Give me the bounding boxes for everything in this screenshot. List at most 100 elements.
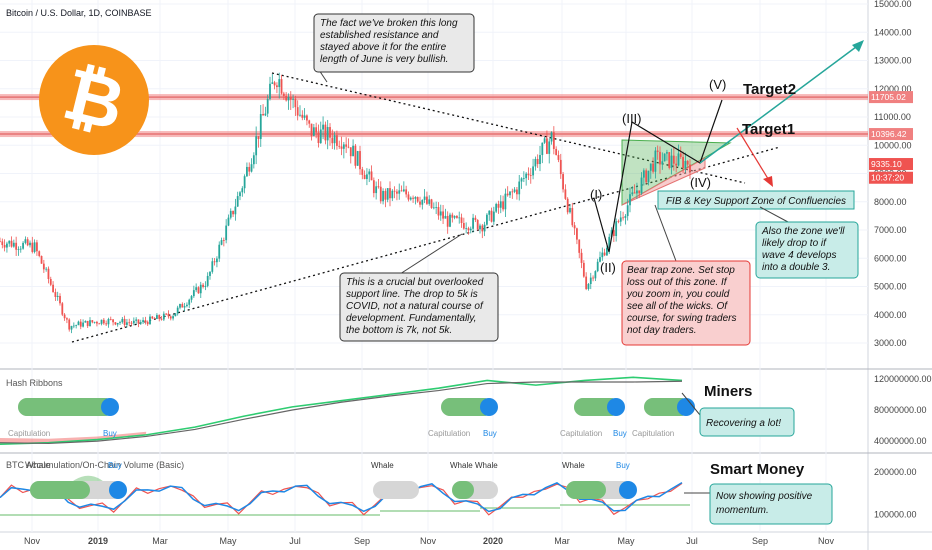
- candle-body: [349, 147, 352, 157]
- candle-body: [629, 194, 631, 206]
- candle-body: [435, 207, 438, 208]
- time-tick-label: 2020: [483, 536, 503, 546]
- candle-body: [22, 242, 24, 249]
- candle-body: [278, 79, 281, 88]
- candle-body: [495, 203, 498, 212]
- candle-body: [68, 319, 71, 330]
- acc-signal-whale-1: Whale: [371, 461, 394, 470]
- miners-label: Miners: [704, 383, 752, 400]
- price-tick-label: 13000.00: [874, 56, 912, 66]
- candle-body: [682, 156, 684, 169]
- candle-body: [453, 215, 456, 218]
- note-miners[interactable]: Recovering a lot!: [681, 392, 795, 437]
- candle-body: [167, 313, 170, 317]
- candle-body: [354, 145, 357, 166]
- candle-body: [402, 189, 405, 192]
- candle-body: [377, 186, 380, 188]
- candle-body: [135, 319, 138, 321]
- candle-body: [153, 318, 156, 320]
- candle-body: [209, 271, 211, 276]
- candle-body: [638, 190, 641, 194]
- candle-body: [359, 151, 361, 170]
- candle-body: [532, 166, 534, 176]
- candle-body: [329, 127, 331, 138]
- candle-body: [539, 155, 541, 165]
- candle-body: [26, 239, 29, 246]
- candle-body: [172, 316, 174, 319]
- candle-body: [96, 321, 98, 324]
- candle-body: [356, 151, 359, 166]
- candle-body: [66, 318, 68, 320]
- candle-body: [299, 114, 301, 116]
- candle-body: [481, 225, 484, 232]
- price-tag: [869, 128, 913, 141]
- candle-body: [541, 142, 544, 156]
- candle-body: [608, 236, 611, 248]
- candle-body: [449, 214, 451, 227]
- candle-body: [326, 127, 329, 141]
- price-tick-label: 7000.00: [874, 225, 907, 235]
- candle-body: [352, 145, 354, 157]
- note-support-text: This is a crucial but overlooked support…: [346, 277, 486, 336]
- candle-body: [42, 263, 45, 270]
- candle-body: [672, 155, 675, 164]
- candle-body: [372, 180, 375, 194]
- target1-drop-line: [736, 127, 771, 183]
- price-tick-label: 5000.00: [874, 282, 907, 292]
- price-tag: [869, 158, 913, 171]
- candle-body: [386, 188, 389, 200]
- candle-body: [269, 83, 271, 99]
- candle-body: [619, 217, 622, 222]
- target2-label: Target2: [743, 81, 796, 98]
- candle-body: [654, 150, 657, 172]
- candle-body: [156, 315, 158, 319]
- candle-body: [631, 192, 634, 195]
- candle-body: [645, 170, 648, 183]
- candle-body: [276, 85, 278, 88]
- candle-body: [6, 243, 8, 248]
- candle-body: [606, 247, 608, 256]
- candle-body: [204, 285, 207, 287]
- time-tick-label: Mar: [554, 536, 570, 546]
- candle-body: [130, 322, 133, 324]
- smart-money-label: Smart Money: [710, 461, 805, 478]
- support-zone-box[interactable]: [657, 190, 855, 210]
- candle-body: [61, 303, 64, 315]
- hash-ribbons-fill: [0, 431, 147, 445]
- candle-body: [91, 320, 94, 323]
- candle-body: [668, 152, 671, 168]
- candle-body: [38, 251, 41, 256]
- hash-signal-capitulation-3: Capitulation: [560, 429, 602, 438]
- candle-body: [77, 321, 80, 326]
- candle-body: [670, 155, 673, 168]
- candle-body: [518, 181, 521, 195]
- candle-body: [225, 225, 228, 241]
- candle-body: [119, 322, 121, 324]
- note-support[interactable]: This is a crucial but overlooked support…: [339, 233, 499, 342]
- candle-body: [633, 192, 636, 194]
- candle-body: [310, 123, 313, 136]
- note-smart-money[interactable]: Now showing positive momentum.: [684, 483, 833, 525]
- support-trendline[interactable]: [71, 146, 781, 343]
- candle-body: [211, 261, 214, 272]
- candle-body: [287, 97, 290, 101]
- candle-body: [0, 241, 1, 243]
- candle-body: [405, 189, 408, 195]
- note-double-three[interactable]: Also the zone we'll likely drop to if wa…: [755, 206, 859, 279]
- note-bear-trap[interactable]: Bear trap zone. Set stop loss out of thi…: [621, 204, 751, 346]
- candle-body: [86, 320, 89, 327]
- candle-body: [444, 215, 447, 219]
- acc-tick-label: 100000.00: [874, 510, 917, 520]
- acc-signal-whale-2: Whale: [450, 461, 473, 470]
- candle-body: [661, 161, 664, 165]
- candle-body: [666, 152, 668, 154]
- acc-signal-whale-4: Whale: [562, 461, 585, 470]
- candle-body: [456, 215, 458, 218]
- candle-body: [460, 217, 463, 224]
- candle-body: [375, 186, 378, 194]
- wave-label-2: (II): [600, 260, 616, 275]
- chart-title: Bitcoin / U.S. Dollar, 1D, COINBASE: [6, 8, 152, 18]
- note-resistance[interactable]: The fact we've broken this long establis…: [313, 13, 475, 83]
- resistance-trendline[interactable]: [271, 72, 746, 184]
